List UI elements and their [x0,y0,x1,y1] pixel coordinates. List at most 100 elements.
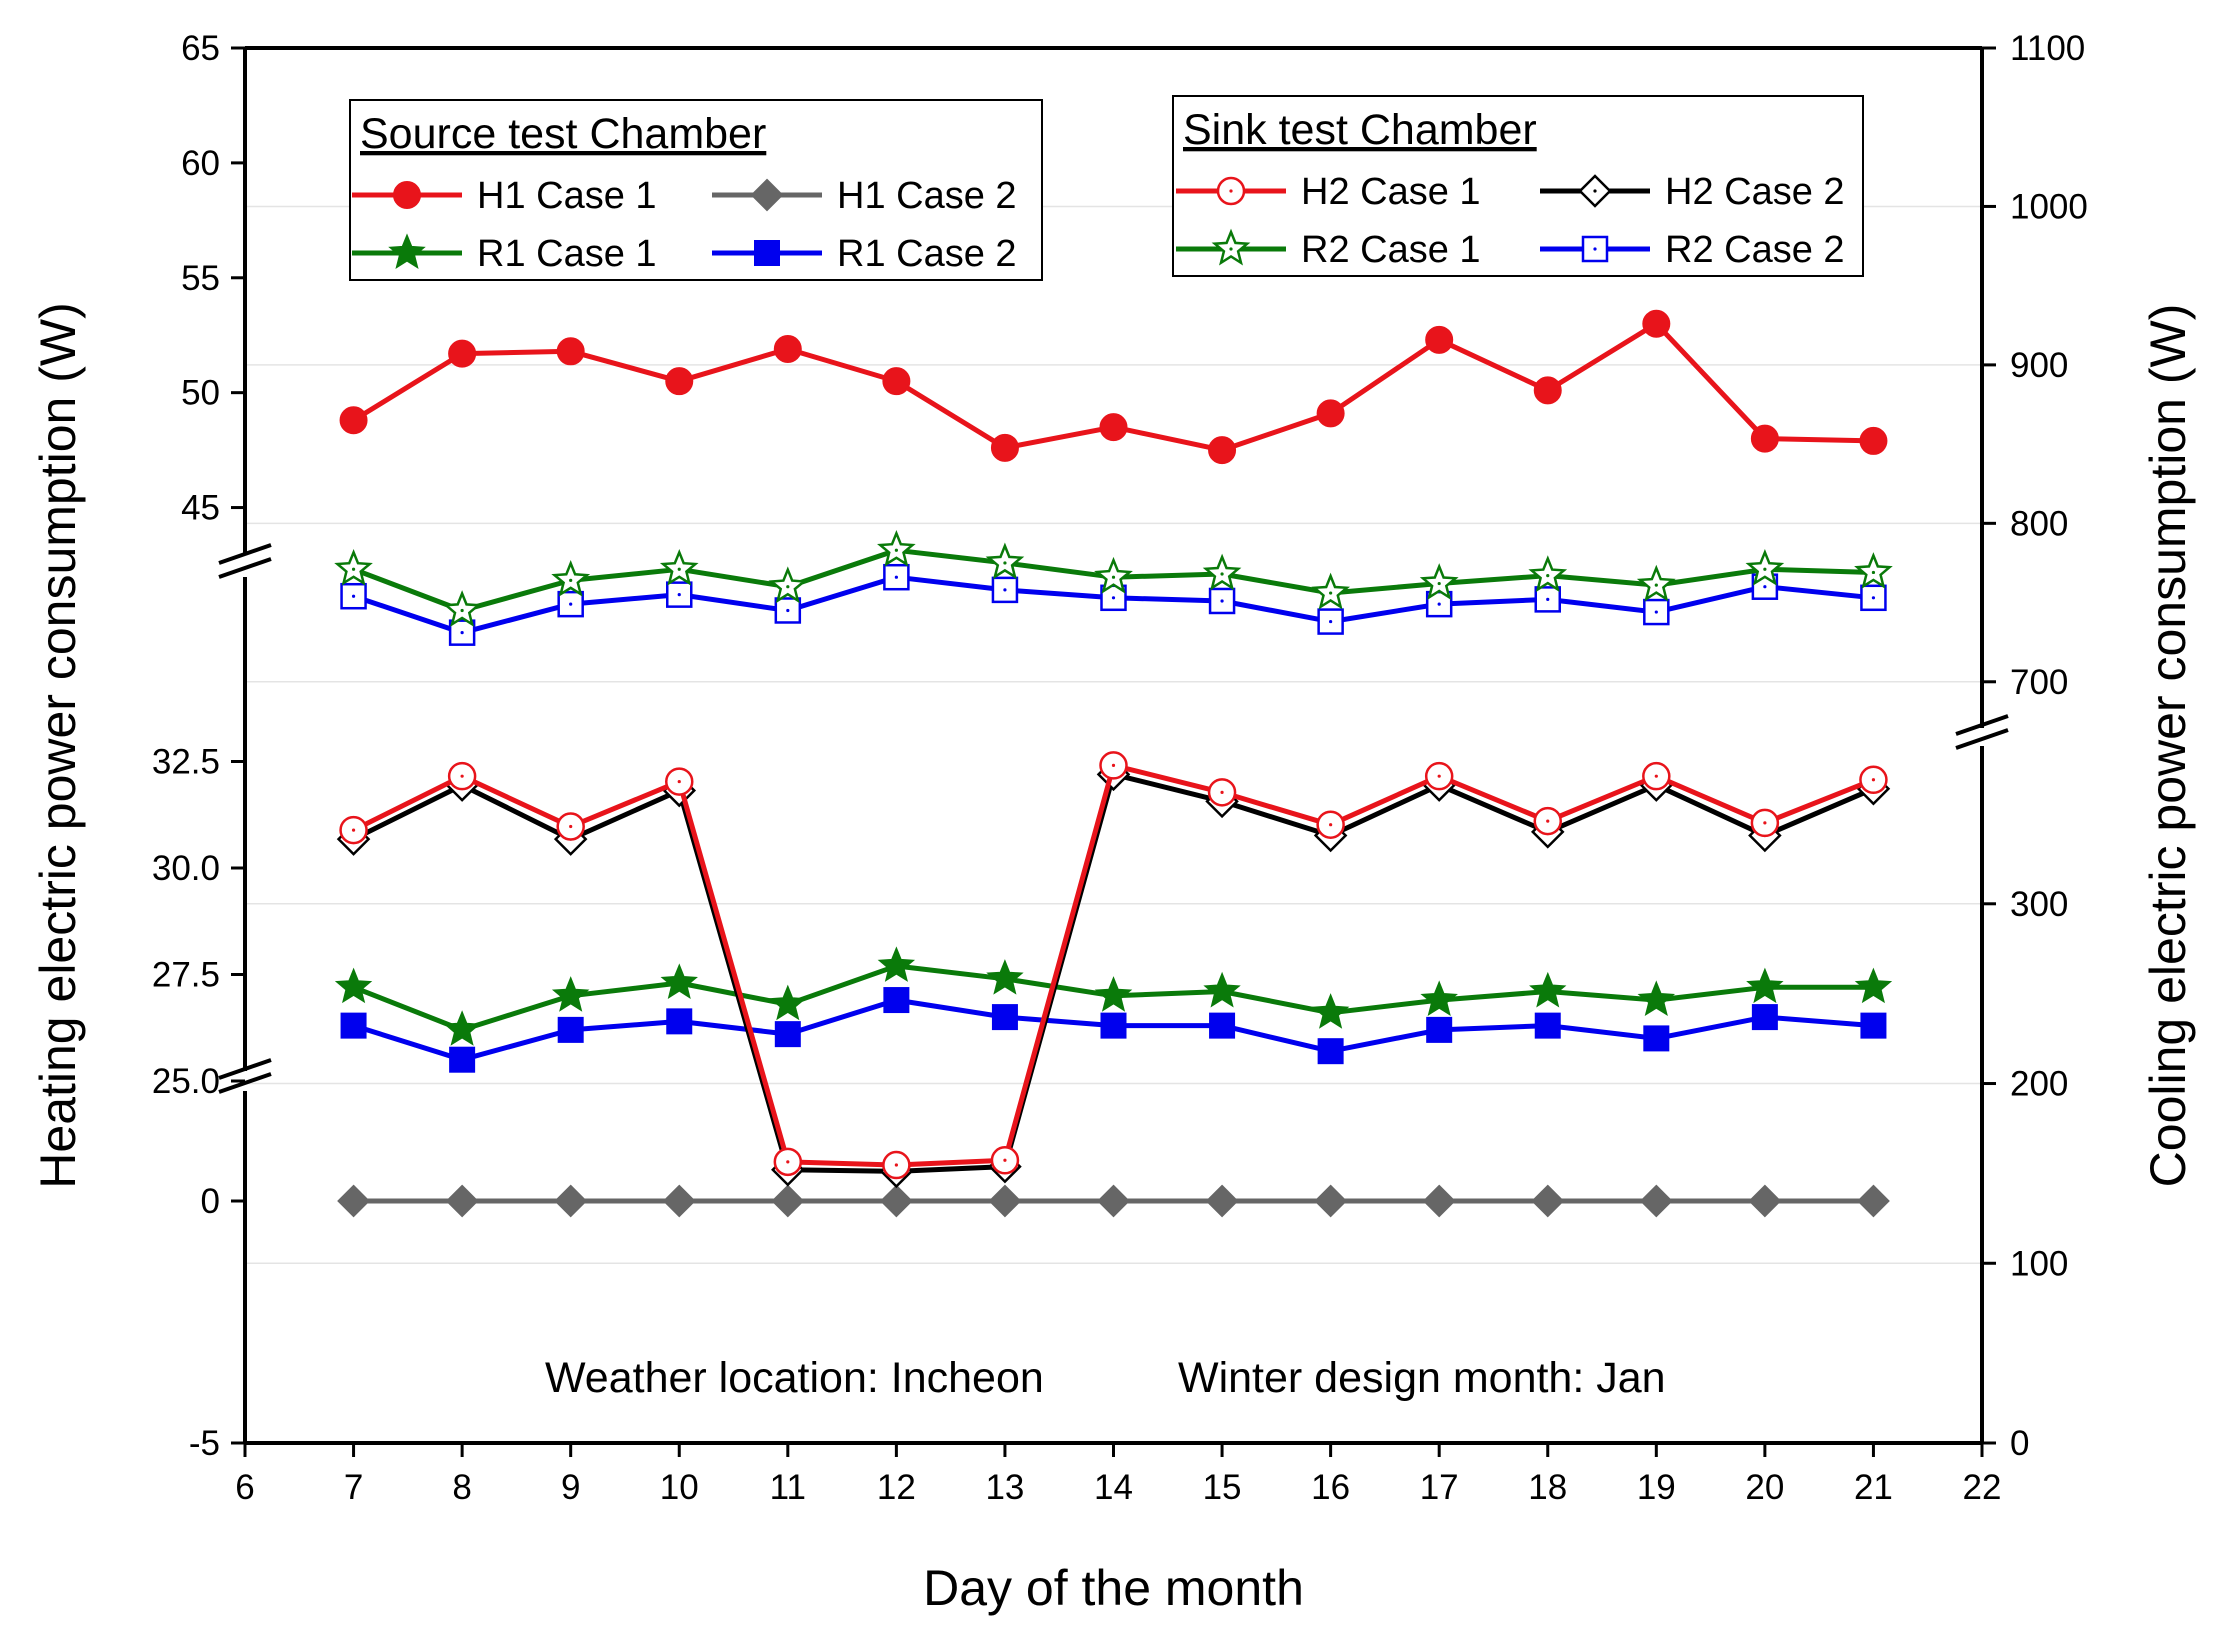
data-point-marker [1533,376,1562,405]
data-point-marker [554,1184,588,1218]
data-point-marker [750,178,784,212]
data-point-marker [1750,424,1779,453]
data-point-marker [1311,572,1350,610]
x-tick-label: 6 [235,1468,254,1507]
left-tick-label: 0 [201,1182,220,1221]
data-point-marker [773,335,802,364]
data-point-marker [1534,1012,1561,1039]
data-point-center-dot [1871,570,1876,575]
left-tick-label: 25.0 [152,1062,220,1101]
x-tick-label: 22 [1963,1468,2002,1507]
left-tick-label: 30.0 [152,849,220,888]
right-tick-label: 1000 [2010,187,2088,226]
data-point-marker [1100,1012,1127,1039]
x-tick-label: 12 [877,1468,916,1507]
data-point-marker [768,566,808,604]
data-point-marker [337,1184,370,1218]
data-point-center-dot [1003,1158,1007,1162]
data-point-marker [1637,980,1676,1016]
data-point-marker [1419,563,1459,601]
data-point-center-dot [1654,583,1658,587]
data-point-marker [1528,555,1568,593]
series-r2-case-2 [340,563,1887,646]
data-point-marker [774,1021,801,1048]
legend-title: Source test Chamber [360,110,766,158]
right-tick-label: 300 [2010,885,2068,924]
data-point-marker [754,240,780,266]
data-point-center-dot [1220,790,1224,794]
legend-label: R2 Case 1 [1301,229,1481,271]
data-point-marker [1857,1184,1890,1218]
data-point-marker [1643,1025,1670,1052]
data-point-center-dot [1437,581,1441,586]
x-tick-label: 14 [1094,1468,1133,1507]
data-point-center-dot [894,575,898,579]
right-tick-label: 700 [2010,663,2068,702]
data-point-marker [449,1046,476,1073]
left-tick-label: 32.5 [152,743,220,782]
data-point-marker [662,1184,696,1218]
data-point-marker [334,548,373,586]
x-tick-label: 9 [561,1468,580,1507]
data-point-marker [1529,971,1567,1008]
data-point-marker [665,367,694,396]
data-point-center-dot [894,1163,898,1167]
data-point-marker [1854,967,1893,1004]
data-point-marker [1316,399,1345,428]
data-point-center-dot [1546,597,1550,601]
data-point-center-dot [1871,596,1876,600]
legend-label: R1 Case 1 [477,233,657,275]
data-point-center-dot [1229,247,1233,251]
data-point-marker [448,339,477,368]
data-point-marker [551,560,591,597]
data-point-marker [1636,564,1676,602]
data-point-center-dot [351,828,356,832]
data-point-marker [556,337,585,366]
data-point-center-dot [1593,247,1597,251]
data-point-center-dot [1003,588,1007,592]
data-point-marker [666,1008,693,1035]
data-point-center-dot [460,608,464,613]
data-point-marker [1860,1012,1887,1039]
data-point-center-dot [569,824,573,829]
data-point-center-dot [677,593,681,597]
data-point-marker [340,1012,367,1039]
data-point-center-dot [460,631,464,635]
legend-label: H2 Case 2 [1665,171,1845,213]
data-point-marker [1094,556,1133,594]
data-point-center-dot [569,578,573,582]
data-point-marker [1203,971,1241,1008]
data-point-marker [986,959,1024,995]
x-ticks: 6 7 8 9 10 11 12 13 14 15 16 17 18 19 20 21 22 [235,1443,2001,1507]
legend-top-left: Source test Chamber H1 Case 1 H1 Case 2 R1 … [349,99,1043,281]
data-point-center-dot [1437,774,1441,778]
data-point-marker [1317,1038,1344,1065]
right-tick-label: 900 [2010,346,2068,385]
data-point-center-dot [786,608,790,613]
data-point-marker [1094,976,1133,1012]
data-point-center-dot [1654,774,1658,778]
legend-title: Sink test Chamber [1183,106,1537,154]
legend-label: R2 Case 2 [1665,229,1845,271]
data-point-marker [443,1010,481,1046]
gridlines [245,205,1982,1265]
data-point-center-dot [1763,821,1767,825]
data-point-marker [1420,980,1458,1016]
weather-location-annotation: Weather location: Incheon [545,1354,1044,1402]
data-point-marker [1745,548,1785,586]
legend-label: R1 Case 2 [837,233,1017,275]
legend-label: H2 Case 1 [1301,171,1481,213]
left-tick-label: 65 [181,29,220,68]
data-point-marker [1422,1184,1456,1218]
data-point-marker [1642,309,1671,338]
data-point-marker [877,529,916,567]
data-point-marker [1426,1016,1453,1043]
right-tick-label: 200 [2010,1065,2068,1104]
data-point-marker [1097,1184,1130,1218]
data-point-marker [990,433,1019,462]
data-point-center-dot [1329,619,1333,624]
data-point-marker [1314,1184,1348,1218]
data-point-marker [442,590,482,627]
data-point-center-dot [1220,599,1224,603]
